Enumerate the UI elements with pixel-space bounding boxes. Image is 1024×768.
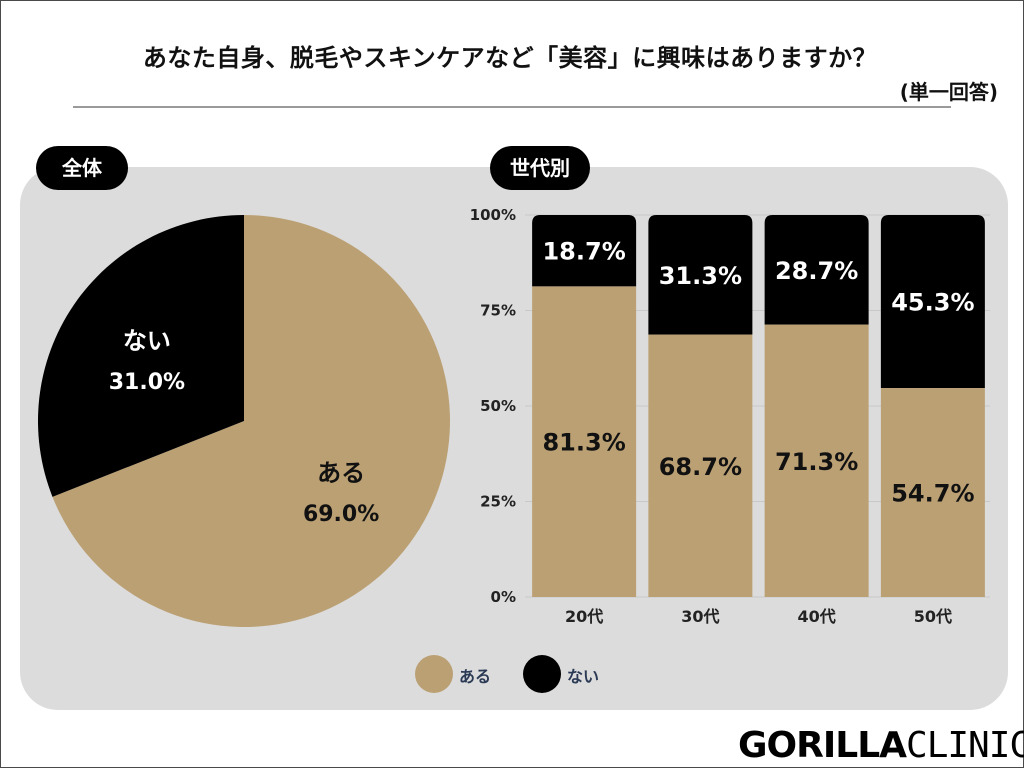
legend-label-no: ない xyxy=(567,667,600,686)
bar-segment-yes xyxy=(532,286,637,597)
brand-logo: GORILLACLINIC xyxy=(738,726,1024,766)
bar-value-yes: 68.7% xyxy=(659,453,742,481)
bar-segment-no xyxy=(532,215,637,287)
x-tick-label: 40代 xyxy=(797,607,835,626)
bar-segment-yes xyxy=(764,324,869,597)
title-divider xyxy=(73,106,951,108)
x-tick-label: 30代 xyxy=(681,607,719,626)
y-tick-label: 100% xyxy=(470,206,516,224)
bar-value-no: 18.7% xyxy=(542,238,625,266)
y-tick-label: 50% xyxy=(480,397,516,415)
bar-value-yes: 54.7% xyxy=(891,480,974,508)
pie-value-yes: 69.0% xyxy=(303,502,379,527)
y-tick-label: 0% xyxy=(491,588,516,606)
by-age-section-label: 世代別 xyxy=(490,146,590,190)
bar-value-yes: 81.3% xyxy=(542,429,625,457)
bar-value-yes: 71.3% xyxy=(775,448,858,476)
legend-swatch-yes xyxy=(415,655,453,693)
bar-segment-no xyxy=(648,215,753,335)
bar-value-no: 45.3% xyxy=(891,289,974,317)
bar-value-no: 31.3% xyxy=(659,262,742,290)
bar-segment-yes xyxy=(880,388,985,597)
x-tick-label: 20代 xyxy=(565,607,603,626)
bar-value-no: 28.7% xyxy=(775,257,858,285)
x-tick-label: 50代 xyxy=(914,607,952,626)
pie-slice-no xyxy=(38,214,244,497)
chart-title: あなた自身、脱毛やスキンケアなど「美容」に興味はありますか？ xyxy=(142,44,878,72)
y-tick-label: 25% xyxy=(480,493,516,511)
chart-subtitle: (単一回答) xyxy=(899,80,998,104)
legend-swatch-no xyxy=(523,655,561,693)
pie-slice-yes xyxy=(52,215,451,627)
brand-logo-part1: GORILLA xyxy=(738,725,907,766)
brand-logo-part2: CLINIC xyxy=(906,725,1024,766)
pie-label-no: ない xyxy=(123,327,171,355)
pie-label-yes: ある xyxy=(317,459,365,487)
bar-segment-no xyxy=(880,215,985,389)
overall-section-label: 全体 xyxy=(36,146,128,190)
pie-value-no: 31.0% xyxy=(109,370,185,395)
y-tick-label: 75% xyxy=(480,302,516,320)
bar-segment-yes xyxy=(648,334,753,597)
legend-label-yes: ある xyxy=(459,667,492,686)
bar-segment-no xyxy=(764,215,869,325)
